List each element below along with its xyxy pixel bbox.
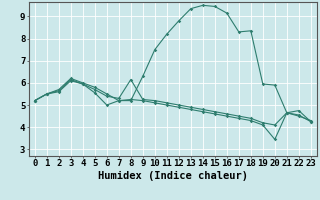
X-axis label: Humidex (Indice chaleur): Humidex (Indice chaleur) xyxy=(98,171,248,181)
